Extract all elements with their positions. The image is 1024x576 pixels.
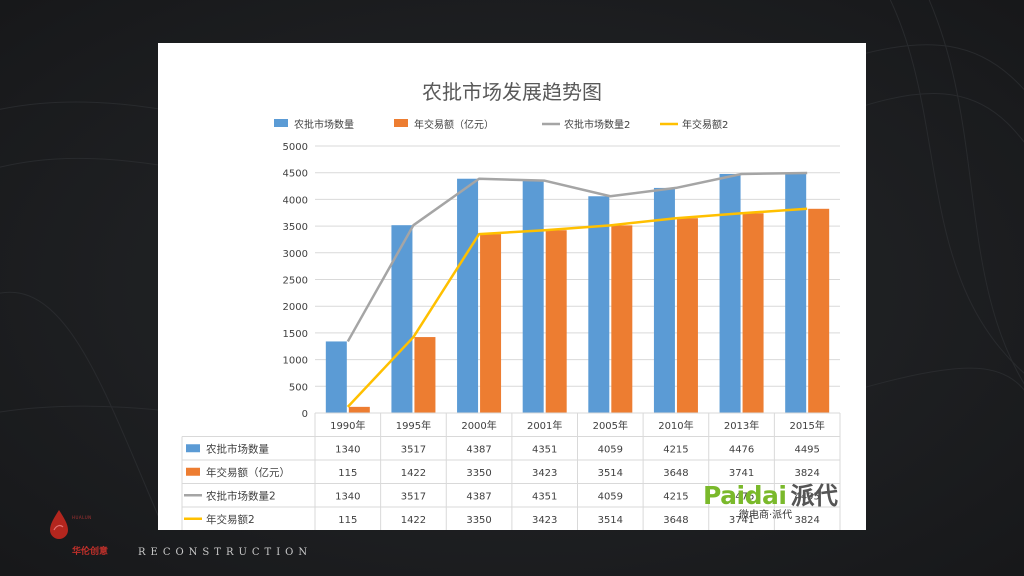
- table-value-3-3: 3423: [532, 515, 557, 526]
- y-tick-label-7: 3500: [283, 222, 308, 233]
- brand-footer: HUALUN 华伦创意 RECONSTRUCTION: [48, 508, 348, 558]
- brand-drop-icon: [50, 510, 68, 539]
- table-series-name-3: 年交易额2: [206, 513, 255, 526]
- bar-0-4: [588, 196, 610, 413]
- bar-0-1: [391, 225, 413, 413]
- x-category-label-6: 2013年: [724, 419, 759, 432]
- y-tick-label-5: 2500: [283, 276, 308, 287]
- x-category-label-1: 1995年: [396, 419, 431, 432]
- legend-label-0: 农批市场数量: [294, 118, 354, 131]
- table-value-3-0: 115: [338, 515, 357, 526]
- bar-1-1: [414, 337, 436, 413]
- table-value-3-1: 1422: [401, 515, 426, 526]
- table-value-1-4: 3514: [598, 468, 623, 479]
- brand-small-en: HUALUN: [72, 515, 92, 520]
- table-series-name-0: 农批市场数量: [206, 442, 269, 455]
- table-value-2-2: 4387: [466, 491, 491, 502]
- table-value-1-2: 3350: [466, 468, 491, 479]
- paidai-logo-cn: 派代: [790, 482, 838, 510]
- legend-label-3: 年交易额2: [682, 118, 728, 131]
- table-value-2-5: 4215: [663, 491, 688, 502]
- bar-0-7: [785, 172, 807, 413]
- paidai-logo-text: Paidai: [703, 481, 787, 510]
- table-value-1-3: 3423: [532, 468, 557, 479]
- legend-label-1: 年交易额（亿元）: [414, 118, 494, 131]
- bar-1-7: [808, 208, 830, 413]
- x-category-label-5: 2010年: [658, 419, 693, 432]
- bar-0-0: [325, 341, 347, 413]
- x-category-label-2: 2000年: [461, 419, 496, 432]
- table-value-1-5: 3648: [663, 468, 688, 479]
- bar-0-2: [457, 178, 479, 413]
- legend-swatch-0: [274, 119, 288, 127]
- x-category-label-3: 2001年: [527, 419, 562, 432]
- legend-swatch-1: [394, 119, 408, 127]
- table-value-1-7: 3824: [794, 468, 819, 479]
- y-tick-label-6: 3000: [283, 249, 308, 260]
- bar-0-6: [719, 173, 741, 413]
- table-value-0-0: 1340: [335, 444, 360, 455]
- table-series-name-2: 农批市场数量2: [206, 489, 276, 502]
- brand-tagline: RECONSTRUCTION: [138, 547, 313, 558]
- table-value-2-3: 4351: [532, 491, 557, 502]
- y-tick-label-0: 0: [302, 409, 308, 420]
- table-value-3-7: 3824: [794, 515, 819, 526]
- table-value-3-2: 3350: [466, 515, 491, 526]
- table-value-0-7: 4495: [794, 444, 819, 455]
- x-category-label-0: 1990年: [330, 419, 365, 432]
- table-value-1-1: 1422: [401, 468, 426, 479]
- table-value-3-6: 3741: [729, 515, 754, 526]
- y-tick-label-9: 4500: [283, 169, 308, 180]
- table-value-1-0: 115: [338, 468, 357, 479]
- paidai-subtitle: 微电商·派代: [739, 510, 793, 521]
- y-tick-label-3: 1500: [283, 329, 308, 340]
- table-value-3-5: 3648: [663, 515, 688, 526]
- chart-card: 农批市场发展趋势图 农批市场数量 年交易额（亿元） 农批市场数量2 年交易额2 0 500 1…: [158, 43, 866, 530]
- x-category-label-4: 2005年: [593, 419, 628, 432]
- table-value-2-7: 4495: [794, 491, 819, 502]
- table-value-2-0: 1340: [335, 491, 360, 502]
- table-value-0-3: 4351: [532, 444, 557, 455]
- paidai-logo: Paidai 派代: [703, 476, 838, 511]
- y-tick-label-8: 4000: [283, 195, 308, 206]
- series-line-0: [346, 171, 808, 343]
- bar-1-2: [480, 234, 502, 413]
- table-value-2-4: 4059: [598, 491, 623, 502]
- series-line-1: [346, 207, 808, 408]
- table-value-2-6: 4476: [729, 491, 754, 502]
- chart-title: 农批市场发展趋势图: [422, 80, 602, 104]
- legend-label-2: 农批市场数量2: [564, 118, 630, 131]
- y-tick-label-1: 500: [289, 382, 308, 393]
- table-value-2-1: 3517: [401, 491, 426, 502]
- y-tick-label-4: 2000: [283, 302, 308, 313]
- table-key-0: [186, 444, 200, 453]
- x-category-label-7: 2015年: [789, 419, 824, 432]
- table-value-0-2: 4387: [466, 444, 491, 455]
- y-tick-label-2: 1000: [283, 356, 308, 367]
- table-key-1: [186, 467, 200, 476]
- paidai-watermark: Paidai 派代 微电商·派代: [703, 476, 843, 521]
- table-series-name-1: 年交易额（亿元）: [206, 466, 290, 479]
- table-value-0-6: 4476: [729, 444, 754, 455]
- table-value-0-5: 4215: [663, 444, 688, 455]
- y-tick-label-10: 5000: [283, 142, 308, 153]
- bar-0-3: [522, 180, 544, 413]
- table-value-0-1: 3517: [401, 444, 426, 455]
- bar-1-6: [742, 213, 764, 413]
- bar-1-0: [348, 406, 370, 413]
- table-value-3-4: 3514: [598, 515, 623, 526]
- bar-1-4: [611, 225, 633, 413]
- bar-1-3: [545, 230, 567, 413]
- bar-0-5: [653, 187, 675, 413]
- bar-1-5: [676, 218, 698, 413]
- table-value-0-4: 4059: [598, 444, 623, 455]
- brand-name-cn: 华伦创意: [72, 547, 109, 557]
- table-value-1-6: 3741: [729, 468, 754, 479]
